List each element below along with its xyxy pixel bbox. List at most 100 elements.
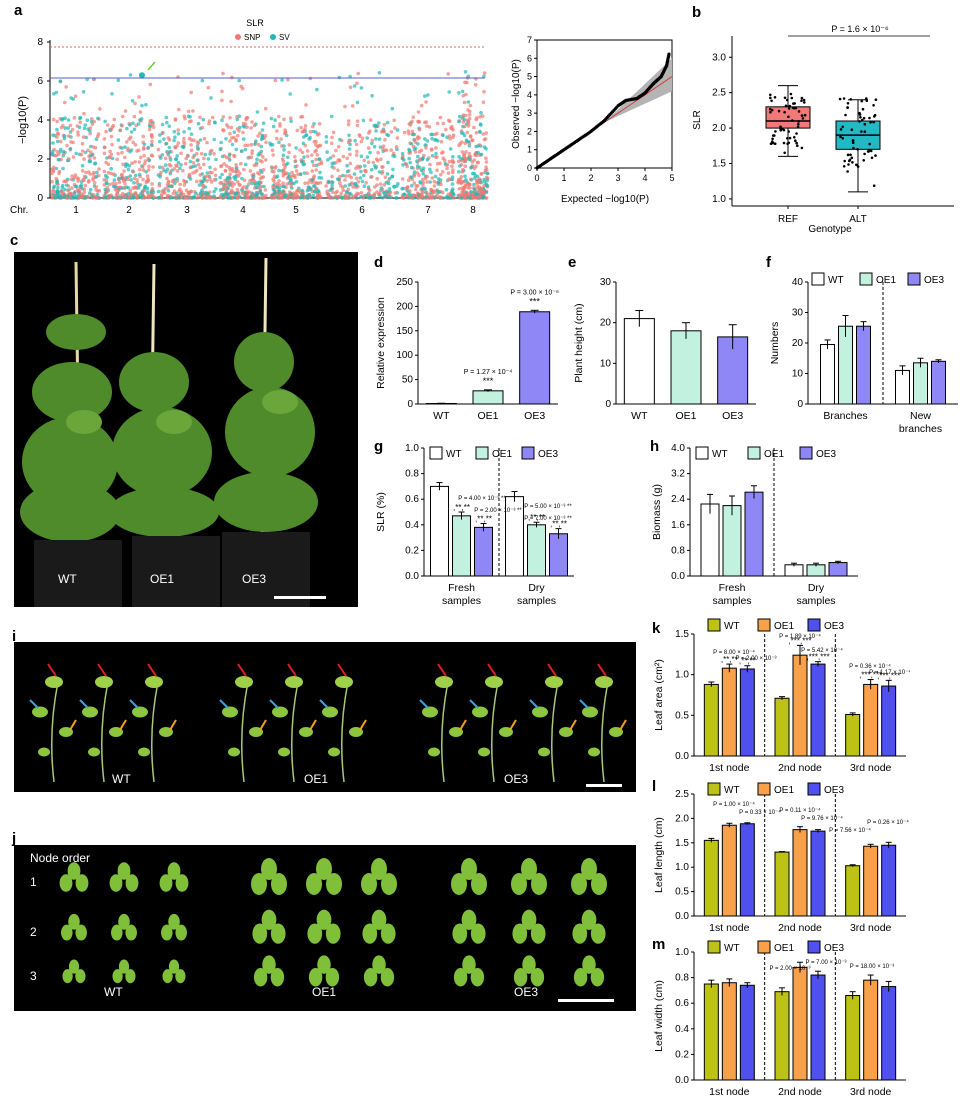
bar-significance-stars: ,***,*** xyxy=(788,636,811,645)
box-data-point xyxy=(794,139,797,142)
manhattan-point xyxy=(447,90,452,94)
manhattan-point xyxy=(142,154,146,158)
manhattan-point xyxy=(271,124,276,129)
bar xyxy=(845,995,861,1081)
manhattan-point xyxy=(301,162,306,167)
manhattan-point xyxy=(281,184,285,189)
red-arrow-icon xyxy=(47,663,57,677)
manhattan-point xyxy=(142,161,147,166)
manhattan-point xyxy=(76,179,80,183)
orange-arrow-icon xyxy=(69,719,77,731)
manhattan-point xyxy=(194,151,199,156)
manhattan-point xyxy=(458,164,462,168)
blue-arrow-icon xyxy=(419,699,429,709)
leaflet xyxy=(162,969,173,984)
manhattan-point xyxy=(372,196,376,200)
manhattan-point xyxy=(184,188,189,193)
manhattan-point xyxy=(407,132,411,136)
manhattan-point xyxy=(412,138,417,143)
manhattan-point xyxy=(270,148,275,153)
manhattan-point xyxy=(341,188,346,192)
manhattan-point xyxy=(158,174,162,179)
manhattan-point xyxy=(315,87,319,92)
manhattan-point xyxy=(282,117,286,122)
manhattan-point xyxy=(168,157,173,162)
manhattan-point xyxy=(478,115,483,119)
qq-ytick-label: 3 xyxy=(527,108,532,118)
manhattan-point xyxy=(205,179,209,183)
bar xyxy=(792,966,808,1081)
manhattan-point xyxy=(469,190,473,194)
manhattan-point xyxy=(260,133,265,138)
manhattan-point xyxy=(355,164,360,169)
manhattan-point xyxy=(175,154,179,158)
manhattan-point xyxy=(317,175,322,180)
manhattan-point xyxy=(220,118,224,122)
manhattan-point xyxy=(128,174,133,178)
manhattan-point xyxy=(116,151,120,156)
manhattan-point xyxy=(423,94,427,98)
manhattan-point xyxy=(484,156,488,160)
manhattan-point xyxy=(479,111,483,115)
manhattan-point xyxy=(246,143,250,148)
box-data-point xyxy=(769,111,772,114)
manhattan-point xyxy=(434,151,438,156)
manhattan-point xyxy=(324,140,329,144)
manhattan-point xyxy=(258,176,263,181)
manhattan-point xyxy=(228,139,232,143)
manhattan-point xyxy=(331,130,336,135)
bar-ytick-label: 4.0 xyxy=(671,443,685,454)
manhattan-point xyxy=(393,126,397,130)
branch-leaf xyxy=(595,676,613,688)
bar-ytick-label: 2.4 xyxy=(671,494,685,505)
manhattan-point xyxy=(241,137,246,141)
manhattan-point xyxy=(482,74,486,79)
box-data-point xyxy=(770,99,773,103)
manhattan-point xyxy=(315,145,320,149)
manhattan-point xyxy=(228,131,232,136)
photo-j-row-2: 2 xyxy=(30,925,37,939)
manhattan-point xyxy=(387,192,391,196)
manhattan-point xyxy=(338,174,342,179)
manhattan-point xyxy=(81,177,86,182)
branch-leaf xyxy=(95,676,113,688)
manhattan-point xyxy=(470,138,474,142)
manhattan-point xyxy=(66,126,70,130)
manhattan-point xyxy=(483,168,488,173)
bar-significance-stars: ,***,*** xyxy=(806,653,829,662)
leaflet xyxy=(161,924,173,941)
box-data-point xyxy=(771,140,774,143)
manhattan-point xyxy=(441,133,445,138)
leaflet xyxy=(168,913,180,930)
manhattan-point xyxy=(112,117,117,122)
manhattan-point xyxy=(283,128,287,132)
manhattan-point xyxy=(416,142,420,146)
box-data-point xyxy=(856,165,860,168)
manhattan-point xyxy=(372,144,377,149)
manhattan-point xyxy=(414,187,418,192)
manhattan-point xyxy=(314,148,318,153)
manhattan-point xyxy=(69,140,73,144)
orange-arrow-icon xyxy=(459,719,467,731)
bar xyxy=(838,325,853,405)
legend-swatch xyxy=(907,272,921,286)
manhattan-point xyxy=(395,128,400,132)
manhattan-point xyxy=(311,124,315,129)
manhattan-point xyxy=(187,174,192,178)
box-data-point xyxy=(774,130,777,133)
manhattan-point xyxy=(468,154,473,159)
manhattan-point xyxy=(328,156,333,160)
manhattan-point xyxy=(111,181,115,186)
manhattan-point xyxy=(472,187,477,192)
leaf-photo: Node order 1 2 3 WT OE1 OE3 xyxy=(14,845,636,1011)
box-data-point xyxy=(865,97,868,100)
manhattan-point xyxy=(352,84,357,88)
manhattan-point xyxy=(354,142,359,147)
box-data-point xyxy=(769,96,772,100)
legend-label: OE1 xyxy=(492,449,512,460)
leaflet xyxy=(75,874,89,892)
manhattan-point xyxy=(374,137,378,141)
leaflet xyxy=(175,969,186,984)
branch-leaf xyxy=(228,747,240,757)
